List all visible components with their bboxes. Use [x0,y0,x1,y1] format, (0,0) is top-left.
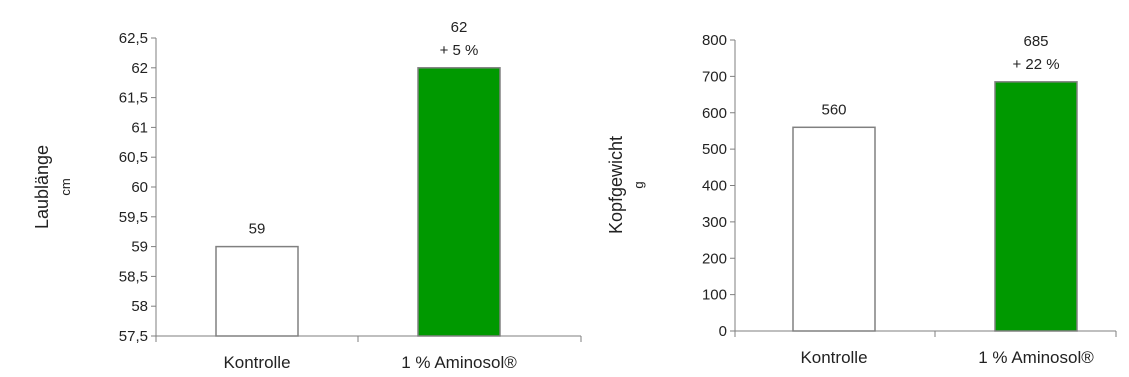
chart2-bar-1 [792,126,876,332]
chart2-y-axis-unit: g [631,181,646,188]
chart1-bar-1 [215,245,299,337]
chart2-change-label: + 22 % [1012,56,1059,73]
chart1-y-tick-label: 58,5 [119,268,148,285]
chart2-y-tick-label: 500 [702,141,727,158]
chart1-y-tick-label: 62,5 [119,30,148,47]
chart2-y-tick-label: 300 [702,214,727,231]
chart1-y-tick-label: 60 [131,179,148,196]
chart1-data-label: 59 [249,221,266,238]
chart1-y-tick-label: 57,5 [119,328,148,345]
chart2-y-tick-label: 400 [702,178,727,195]
chart1-y-tick-label: 59,5 [119,209,148,226]
chart2-category-label: Kontrolle [800,348,867,367]
chart2-y-axis-title: Kopfgewicht [606,136,626,234]
chart2-data-label: 560 [821,101,846,118]
chart1-y-tick-label: 59 [131,239,148,256]
chart1-bar-2 [417,67,501,337]
chart2-data-label: 685 [1023,33,1048,50]
chart2-y-tick-label: 200 [702,250,727,267]
chart1-change-label: + 5 % [440,42,479,59]
chart2-y-tick-label: 100 [702,287,727,304]
chart2-bar-2 [994,81,1078,332]
chart2-y-tick-label: 700 [702,68,727,85]
chart1-y-tick-label: 61 [131,119,148,136]
chart1-y-tick-label: 61,5 [119,90,148,107]
chart2-y-tick-label: 800 [702,32,727,49]
chart1-y-tick-label: 58 [131,298,148,315]
chart1-y-axis-title: Laublänge [32,145,52,229]
chart1-category-label: 1 % Aminosol® [401,353,517,372]
chart2-y-tick-label: 0 [719,323,727,340]
chart1-category-label: Kontrolle [223,353,290,372]
chart2-y-tick-label: 600 [702,105,727,122]
chart1-y-tick-label: 62 [131,60,148,77]
chart1-data-label: 62 [451,19,468,36]
chart2-category-label: 1 % Aminosol® [978,348,1094,367]
chart1-y-axis-unit: cm [58,178,73,195]
chart1-y-tick-label: 60,5 [119,149,148,166]
